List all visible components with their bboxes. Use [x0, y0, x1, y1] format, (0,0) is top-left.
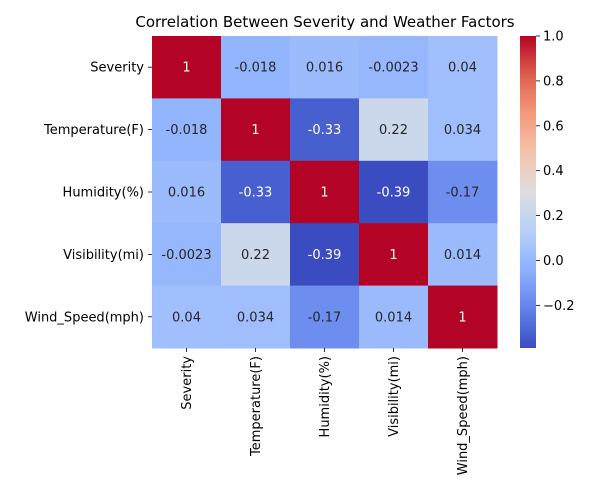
heatmap-cell-labels: 1 -0.018 0.016 -0.0023 0.04 -0.018 1 -0.33 0.22 0…: [161, 61, 481, 326]
cell-value-label: 0.014: [444, 248, 481, 263]
cell-value-label: -0.39: [377, 186, 411, 201]
cell-value-label: 1: [389, 248, 397, 263]
heatmap-cell: [428, 98, 498, 162]
heatmap-cell: [152, 36, 222, 99]
cell-value-label: 0.016: [168, 186, 205, 201]
cell-value-label: 0.04: [172, 310, 201, 325]
heatmap-cell: [290, 98, 360, 162]
chart-title: Correlation Between Severity and Weather…: [135, 13, 514, 31]
cell-value-label: -0.018: [235, 61, 277, 76]
heatmap-cell: [290, 285, 360, 349]
cell-value-label: -0.018: [166, 123, 208, 138]
colorbar-tick-label: 0.4: [543, 164, 564, 179]
y-tick-label: Humidity(%): [63, 186, 144, 201]
heatmap-cell: [221, 36, 291, 99]
heatmap-cell: [152, 160, 222, 224]
cell-value-label: 0.014: [375, 310, 412, 325]
cell-value-label: 1: [458, 310, 466, 325]
row-labels: Severity Temperature(F) Humidity(%) Visibil…: [25, 61, 152, 325]
heatmap-cell: [152, 98, 222, 162]
colorbar-tick-label: 0.0: [543, 254, 564, 269]
heatmap-cell: [221, 223, 291, 287]
cell-value-label: 0.22: [379, 123, 408, 138]
colorbar-tick-label: −0.2: [543, 299, 575, 314]
heatmap-cell: [290, 160, 360, 224]
heatmap-cell: [359, 285, 429, 349]
cell-value-label: -0.17: [308, 310, 342, 325]
heatmap-cell: [428, 160, 498, 224]
cell-value-label: 0.016: [306, 61, 343, 76]
cell-value-label: 0.034: [237, 310, 274, 325]
y-tick-label: Wind_Speed(mph): [25, 310, 144, 325]
heatmap-cell: [428, 223, 498, 287]
cell-value-label: -0.0023: [368, 61, 418, 76]
heatmap-cell: [359, 223, 429, 287]
heatmap-cell: [359, 160, 429, 224]
cell-value-label: 1: [182, 61, 190, 76]
heatmap-cell: [290, 223, 360, 287]
colorbar-gradient: [520, 36, 536, 348]
cell-value-label: -0.33: [239, 186, 273, 201]
cell-value-label: -0.33: [308, 123, 342, 138]
cell-value-label: -0.0023: [161, 248, 211, 263]
y-tick-label: Visibility(mi): [63, 248, 144, 263]
heatmap-cell: [290, 36, 360, 99]
cell-value-label: 1: [320, 186, 328, 201]
x-tick-label: Severity: [180, 356, 195, 410]
heatmap-cell: [221, 160, 291, 224]
heatmap-cell: [428, 285, 498, 349]
heatmap-cell: [359, 98, 429, 162]
colorbar-tick-label: 0.2: [543, 209, 564, 224]
cell-value-label: 0.22: [241, 248, 270, 263]
cell-value-label: 1: [251, 123, 259, 138]
heatmap-cell: [152, 285, 222, 349]
y-tick-label: Severity: [90, 61, 144, 76]
heatmap-cells: [152, 36, 498, 349]
x-tick-label: Temperature(F): [249, 356, 264, 457]
colorbar-tick-label: 0.8: [543, 74, 564, 89]
heatmap-cell: [221, 98, 291, 162]
cell-value-label: 0.04: [448, 61, 477, 76]
heatmap-cell: [152, 223, 222, 287]
colorbar-ticks: −0.2 0.0 0.2 0.4 0.6 0.8 1.0: [536, 30, 575, 314]
y-tick-label: Temperature(F): [43, 123, 144, 138]
colorbar-tick-label: 1.0: [543, 30, 564, 45]
colorbar: −0.2 0.0 0.2 0.4 0.6 0.8 1.0: [520, 30, 575, 348]
x-tick-label: Visibility(mi): [387, 356, 402, 437]
heatmap-cell: [428, 36, 498, 99]
heatmap-cell: [221, 285, 291, 349]
cell-value-label: -0.17: [446, 186, 480, 201]
column-labels: Severity Temperature(F) Humidity(%) Visibil…: [180, 348, 471, 475]
x-tick-label: Wind_Speed(mph): [456, 356, 471, 475]
heatmap-cell: [359, 36, 429, 99]
x-tick-label: Humidity(%): [318, 356, 333, 437]
cell-value-label: 0.034: [444, 123, 481, 138]
colorbar-tick-label: 0.6: [543, 119, 564, 134]
cell-value-label: -0.39: [308, 248, 342, 263]
